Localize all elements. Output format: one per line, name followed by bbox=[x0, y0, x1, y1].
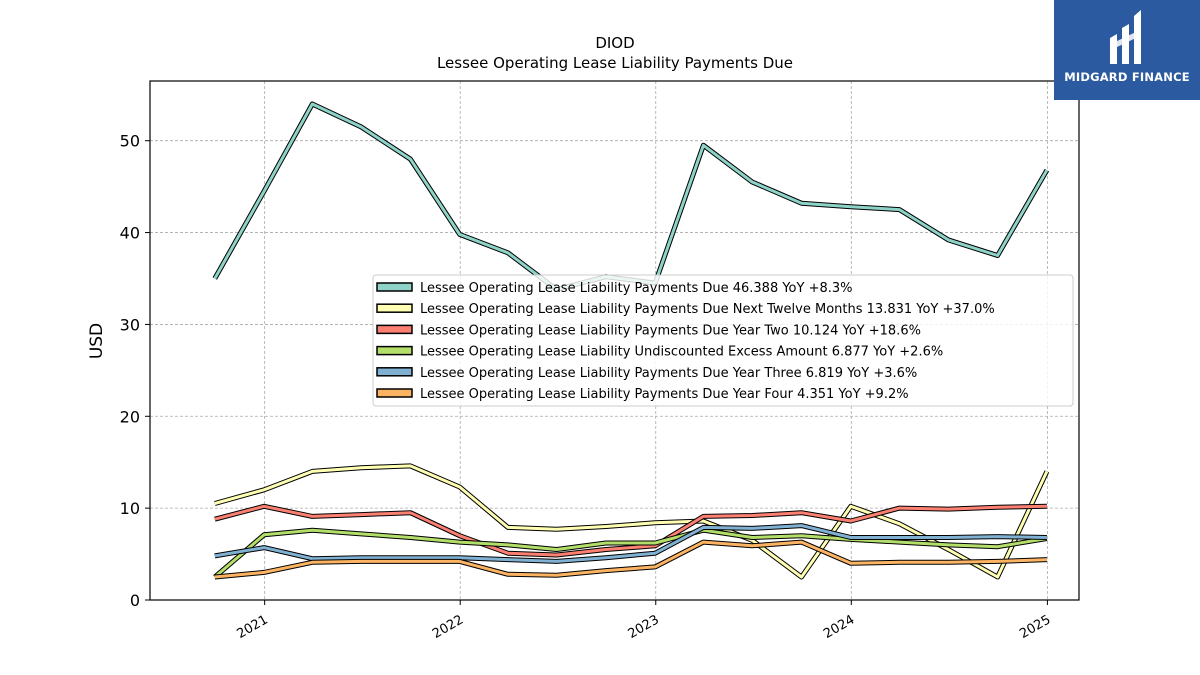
legend-entry: Lessee Operating Lease Liability Payment… bbox=[420, 302, 995, 317]
legend-swatch bbox=[376, 345, 413, 356]
midgard-logo-icon bbox=[1110, 10, 1141, 64]
legend-entry: Lessee Operating Lease Liability Undisco… bbox=[420, 345, 943, 360]
y-tick-label: 20 bbox=[120, 407, 140, 426]
legend-swatch bbox=[376, 388, 413, 398]
legend-swatch bbox=[376, 367, 413, 377]
legend-box bbox=[372, 274, 1074, 407]
legend-entry: Lessee Operating Lease Liability Payment… bbox=[420, 323, 921, 338]
y-tick-label: 10 bbox=[120, 499, 140, 518]
series-line-4 bbox=[214, 523, 1047, 564]
legend: Lessee Operating Lease Liability Payment… bbox=[372, 274, 1074, 407]
y-tick-label: 30 bbox=[120, 315, 140, 334]
axes: 0 10 20 30 40 50 2021 2022 2023 2024 2025 bbox=[120, 132, 1054, 642]
series-stroke bbox=[214, 540, 1047, 579]
y-tick-label: 50 bbox=[120, 132, 140, 151]
x-tick-label: 2022 bbox=[430, 612, 466, 642]
series-line-3 bbox=[213, 527, 1048, 579]
x-tick-label: 2025 bbox=[1017, 612, 1053, 642]
y-tick-label: 40 bbox=[120, 224, 140, 243]
grid bbox=[150, 81, 1079, 601]
series-stroke bbox=[213, 102, 1049, 291]
legend-entry: Lessee Operating Lease Liability Payment… bbox=[420, 366, 917, 381]
brand-name: MIDGARD FINANCE bbox=[1064, 70, 1190, 84]
legend-entry: Lessee Operating Lease Liability Payment… bbox=[420, 281, 853, 296]
series-stroke bbox=[213, 528, 1048, 579]
chart-subtitle: Lessee Operating Lease Liability Payment… bbox=[437, 54, 793, 72]
y-axis-label: USD bbox=[87, 323, 107, 359]
x-tick-label: 2023 bbox=[626, 612, 662, 642]
chart-title: DIOD bbox=[595, 34, 634, 52]
series-line-2 bbox=[214, 503, 1047, 558]
series-outline bbox=[212, 101, 1050, 292]
series-stroke bbox=[214, 464, 1049, 579]
series-line-0 bbox=[212, 101, 1050, 292]
legend-swatch bbox=[376, 282, 413, 292]
series-line-5 bbox=[214, 539, 1047, 580]
plot-frame bbox=[149, 80, 1080, 601]
y-tick-label: 0 bbox=[130, 591, 140, 610]
legend-entry: Lessee Operating Lease Liability Payment… bbox=[420, 387, 909, 402]
series-line-1 bbox=[214, 463, 1050, 580]
x-tick-label: 2021 bbox=[234, 612, 270, 642]
x-tick-label: 2024 bbox=[821, 612, 857, 642]
legend-swatch bbox=[376, 324, 413, 335]
series-lines bbox=[212, 101, 1050, 580]
series-stroke bbox=[214, 524, 1047, 563]
series-stroke bbox=[214, 504, 1047, 557]
legend-swatch bbox=[376, 303, 413, 313]
brand-logo: MIDGARD FINANCE bbox=[1054, 0, 1200, 100]
